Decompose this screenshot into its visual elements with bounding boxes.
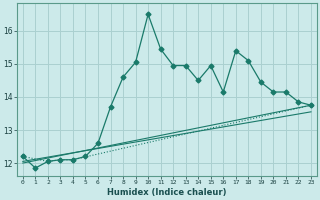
X-axis label: Humidex (Indice chaleur): Humidex (Indice chaleur): [107, 188, 227, 197]
